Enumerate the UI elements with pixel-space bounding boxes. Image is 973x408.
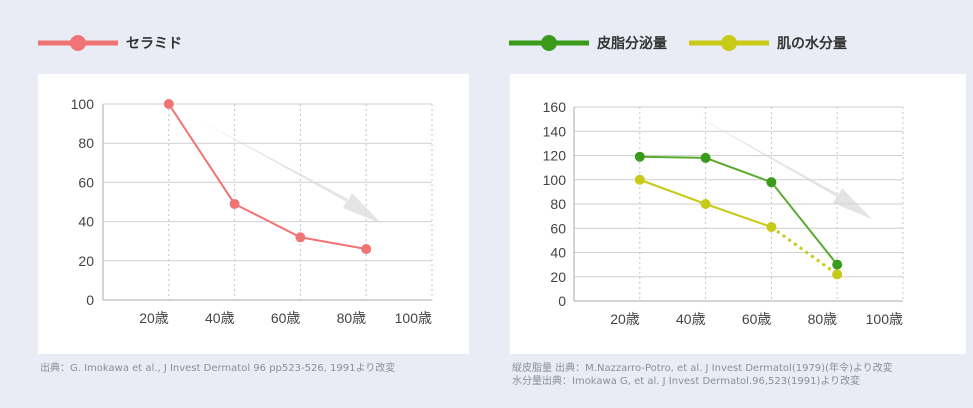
legend-label-moisture: 肌の水分量 (777, 36, 847, 52)
y-tick-label: 100 (71, 96, 95, 112)
x-tick-label: 20歳 (139, 310, 169, 326)
legend-swatch-moisture (689, 35, 769, 51)
x-tick-label: 100歳 (395, 310, 432, 326)
legend-swatch-ceramide (38, 35, 118, 51)
y-tick-label: 120 (543, 148, 567, 164)
data-point (163, 99, 174, 109)
x-tick-label: 40歳 (205, 310, 235, 326)
data-point (832, 259, 843, 270)
series-line (639, 155, 838, 266)
y-tick-label: 20 (78, 253, 94, 269)
source-note-right-line1: 縦皮脂量 出典：M.Nazzarro-Potro, et al. J Inves… (512, 363, 893, 374)
data-point (229, 198, 240, 209)
source-note-left: 出典：G. Imokawa et al., J Invest Dermatol … (40, 362, 395, 375)
y-tick-label: 140 (543, 123, 567, 139)
y-tick-label: 60 (78, 174, 94, 190)
chart-panel-right: 0 20 40 60 80 100 120 140 160 20歳 40歳 60歳 80歳 100歳 (510, 74, 966, 354)
data-point (766, 177, 777, 188)
data-point (361, 244, 372, 255)
legend-swatch-sebum (509, 35, 589, 51)
x-tick-label: 60歳 (742, 311, 772, 327)
x-tick-label: 80歳 (337, 310, 367, 326)
y-tick-label: 40 (550, 245, 566, 261)
legend-item-sebum: 皮脂分泌量 (509, 33, 667, 53)
y-tick-label: 160 (543, 99, 567, 115)
trend-arrow (693, 114, 872, 219)
x-tick-label: 100歳 (866, 311, 903, 327)
y-tick-label: 100 (543, 172, 567, 188)
y-tick-label: 80 (550, 196, 566, 212)
trend-arrow (201, 121, 382, 224)
y-tick-label: 40 (78, 214, 94, 230)
legend-left: セラミド (38, 33, 204, 53)
x-tick-label: 40歳 (676, 311, 706, 327)
chart-sebum-moisture: 0 20 40 60 80 100 120 140 160 20歳 40歳 60歳 80歳 100歳 (543, 99, 904, 327)
data-point (295, 232, 306, 243)
legend-right: 皮脂分泌量 肌の水分量 (509, 33, 869, 53)
y-tick-label: 0 (558, 293, 566, 309)
y-tick-label: 80 (78, 135, 94, 151)
chart-ceramide: 0 20 40 60 80 100 20歳 40歳 60歳 80歳 100歳 (71, 96, 433, 326)
chart-panel-left: 0 20 40 60 80 100 20歳 40歳 60歳 80歳 100歳 (38, 74, 469, 354)
legend-label-sebum: 皮脂分泌量 (597, 36, 667, 52)
data-point (700, 152, 711, 163)
x-tick-label: 60歳 (271, 310, 301, 326)
series-line (167, 103, 367, 251)
y-tick-label: 20 (550, 269, 566, 285)
legend-label-ceramide: セラミド (126, 36, 182, 52)
data-point (634, 151, 645, 162)
legend-item-ceramide: セラミド (38, 33, 182, 53)
y-tick-label: 0 (86, 292, 94, 308)
data-point (700, 199, 711, 209)
legend-item-moisture: 肌の水分量 (689, 33, 847, 53)
source-note-right: 縦皮脂量 出典：M.Nazzarro-Potro, et al. J Inves… (512, 362, 893, 388)
data-point (832, 269, 843, 280)
x-tick-label: 80歳 (808, 311, 838, 327)
y-tick-label: 60 (550, 220, 566, 236)
source-note-right-line2: 水分量出典：Imokawa G, et al. J Invest Dermato… (512, 376, 861, 387)
source-note-left-text: 出典：G. Imokawa et al., J Invest Dermatol … (40, 363, 396, 374)
data-point (634, 174, 645, 185)
data-point (766, 222, 777, 233)
x-tick-label: 20歳 (610, 311, 640, 327)
